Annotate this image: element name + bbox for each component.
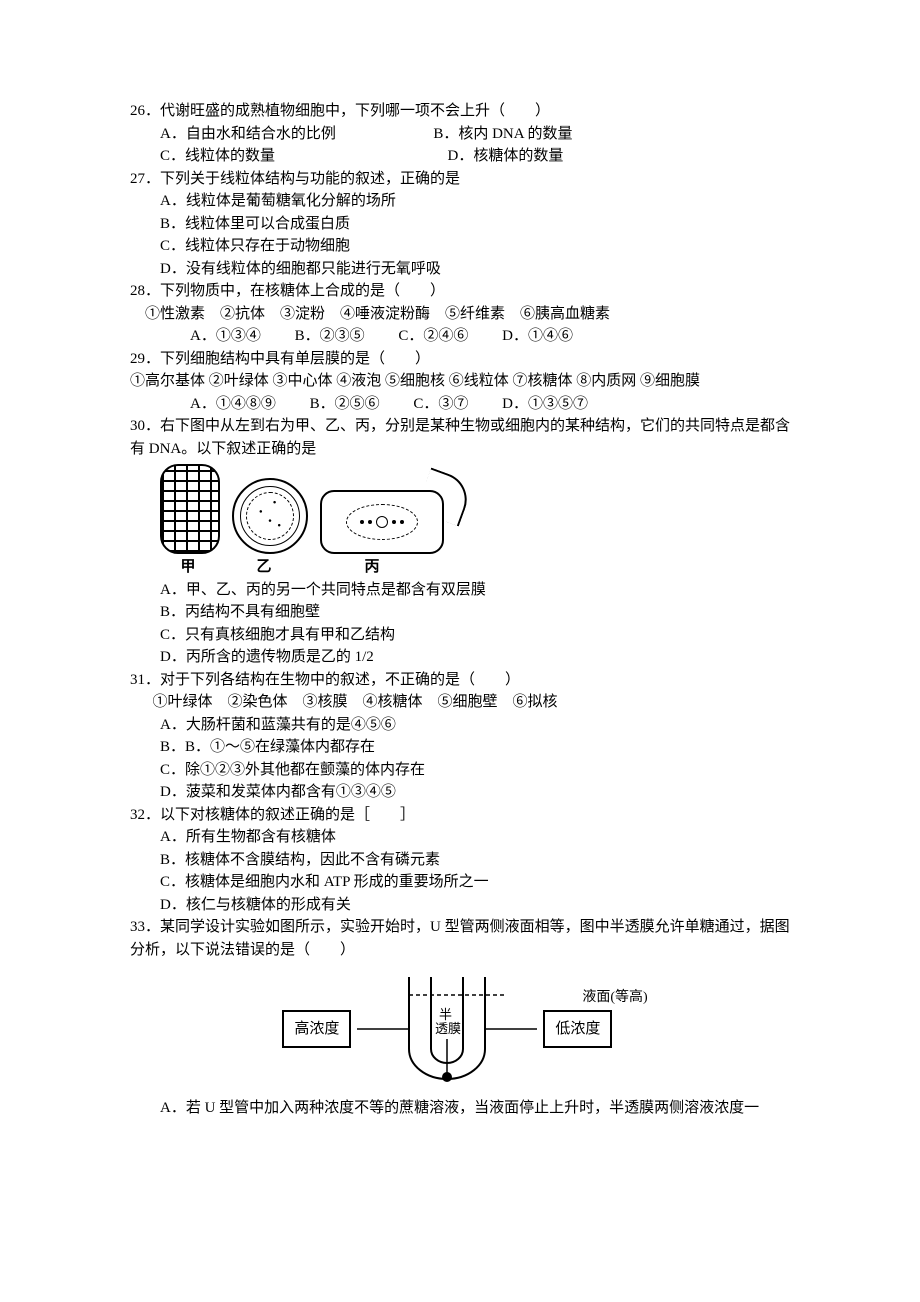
q30-figure-labels: 甲 乙 丙 [160,556,800,579]
q31-stem: 31．对于下列各结构在生物中的叙述，不正确的是（ ） [130,669,800,692]
label-bing: 丙 [312,556,432,579]
fig-jia [160,464,220,554]
q33-a: A．若 U 型管中加入两种浓度不等的蔗糖溶液，当液面停止上升时，半透膜两侧溶液浓… [130,1097,800,1120]
nucleoid-icon [346,504,418,540]
q29-options: A．①④⑧⑨ B．②⑤⑥ C．③⑦ D．①③⑤⑦ [130,393,800,416]
q33-stem: 33．某同学设计实验如图所示，实验开始时，U 型管两侧液面相等，图中半透膜允许单… [130,916,800,961]
q26-b: B．核内 DNA 的数量 [433,126,572,142]
q27-d: D．没有线粒体的细胞都只能进行无氧呼吸 [130,258,800,281]
q28-stem: 28．下列物质中，在核糖体上合成的是（ ） [130,280,800,303]
label-jia: 甲 [160,556,216,579]
label-yi: 乙 [228,556,300,579]
question-31: 31．对于下列各结构在生物中的叙述，不正确的是（ ） ①叶绿体 ②染色体 ③核膜… [130,669,800,804]
q28-a: A．①③④ [190,328,261,344]
q30-b: B．丙结构不具有细胞壁 [130,601,800,624]
q28-c: C．②④⑥ [398,328,468,344]
mitochondrion-icon [160,464,220,554]
question-30: 30．右下图中从左到右为甲、乙、丙，分别是某种生物或细胞内的某种结构，它们的共同… [130,415,800,669]
q31-items: ①叶绿体 ②染色体 ③核膜 ④核糖体 ⑤细胞壁 ⑥拟核 [130,691,800,714]
question-32: 32．以下对核糖体的叙述正确的是［ ］ A．所有生物都含有核糖体 B．核糖体不含… [130,804,800,917]
q29-b: B．②⑤⑥ [310,396,380,412]
q30-c: C．只有真核细胞才具有甲和乙结构 [130,624,800,647]
fig-bing [320,490,444,554]
fig-yi [232,478,308,554]
q27-b: B．线粒体里可以合成蛋白质 [130,213,800,236]
question-27: 27．下列关于线粒体结构与功能的叙述，正确的是 A．线粒体是葡萄糖氧化分解的场所… [130,168,800,281]
q26-d: D．核糖体的数量 [448,148,564,164]
q28-items: ①性激素 ②抗体 ③淀粉 ④唾液淀粉酶 ⑤纤维素 ⑥胰高血糖素 [130,303,800,326]
bacterium-icon [320,490,444,554]
q29-a: A．①④⑧⑨ [190,396,276,412]
page-container: 26．代谢旺盛的成熟植物细胞中，下列哪一项不会上升（ ） A．自由水和结合水的比… [0,0,920,1180]
q33-diagram: 高浓度 半 透膜 [130,969,800,1089]
q26-stem: 26．代谢旺盛的成熟植物细胞中，下列哪一项不会上升（ ） [130,100,800,123]
q29-d: D．①③⑤⑦ [502,396,588,412]
right-concentration-box: 低浓度 [543,1010,612,1049]
left-concentration-box: 高浓度 [282,1010,351,1049]
q29-c: C．③⑦ [413,396,468,412]
u-tube-icon: 半 透膜 [357,969,537,1089]
question-33: 33．某同学设计实验如图所示，实验开始时，U 型管两侧液面相等，图中半透膜允许单… [130,916,800,1120]
q30-d: D．丙所含的遗传物质是乙的 1/2 [130,646,800,669]
question-26: 26．代谢旺盛的成熟植物细胞中，下列哪一项不会上升（ ） A．自由水和结合水的比… [130,100,800,168]
q28-options: A．①③④ B．②③⑤ C．②④⑥ D．①④⑥ [130,325,800,348]
q26-options: A．自由水和结合水的比例 B．核内 DNA 的数量 [130,123,800,146]
q30-a: A．甲、乙、丙的另一个共同特点是都含有双层膜 [130,579,800,602]
liquid-level-label: 液面(等高) [582,987,647,1008]
q31-a: A．大肠杆菌和蓝藻共有的是④⑤⑥ [130,714,800,737]
membrane-label: 半 [439,1007,452,1022]
q30-stem: 30．右下图中从左到右为甲、乙、丙，分别是某种生物或细胞内的某种结构，它们的共同… [130,415,800,460]
q26-c: C．线粒体的数量 [160,148,275,164]
q32-d: D．核仁与核糖体的形成有关 [130,894,800,917]
q27-stem: 27．下列关于线粒体结构与功能的叙述，正确的是 [130,168,800,191]
q29-stem: 29．下列细胞结构中具有单层膜的是（ ） [130,348,800,371]
q28-b: B．②③⑤ [295,328,365,344]
q29-items: ①高尔基体 ②叶绿体 ③中心体 ④液泡 ⑤细胞核 ⑥线粒体 ⑦核糖体 ⑧内质网 … [130,370,800,393]
svg-text:透膜: 透膜 [435,1021,461,1036]
nucleus-icon [232,478,308,554]
q32-c: C．核糖体是细胞内水和 ATP 形成的重要场所之一 [130,871,800,894]
q28-d: D．①④⑥ [502,328,573,344]
q27-c: C．线粒体只存在于动物细胞 [130,235,800,258]
q27-a: A．线粒体是葡萄糖氧化分解的场所 [130,190,800,213]
q32-stem: 32．以下对核糖体的叙述正确的是［ ］ [130,804,800,827]
q30-figure [160,464,800,554]
q31-c: C．除①②③外其他都在颤藻的体内存在 [130,759,800,782]
question-29: 29．下列细胞结构中具有单层膜的是（ ） ①高尔基体 ②叶绿体 ③中心体 ④液泡… [130,348,800,416]
q31-b: B．B．①～⑤在绿藻体内都存在 [130,736,800,759]
q32-a: A．所有生物都含有核糖体 [130,826,800,849]
q26-options-2: C．线粒体的数量 D．核糖体的数量 [130,145,800,168]
q31-d: D．菠菜和发菜体内都含有①③④⑤ [130,781,800,804]
q32-b: B．核糖体不含膜结构，因此不含有磷元素 [130,849,800,872]
q26-a: A．自由水和结合水的比例 [160,126,336,142]
question-28: 28．下列物质中，在核糖体上合成的是（ ） ①性激素 ②抗体 ③淀粉 ④唾液淀粉… [130,280,800,348]
